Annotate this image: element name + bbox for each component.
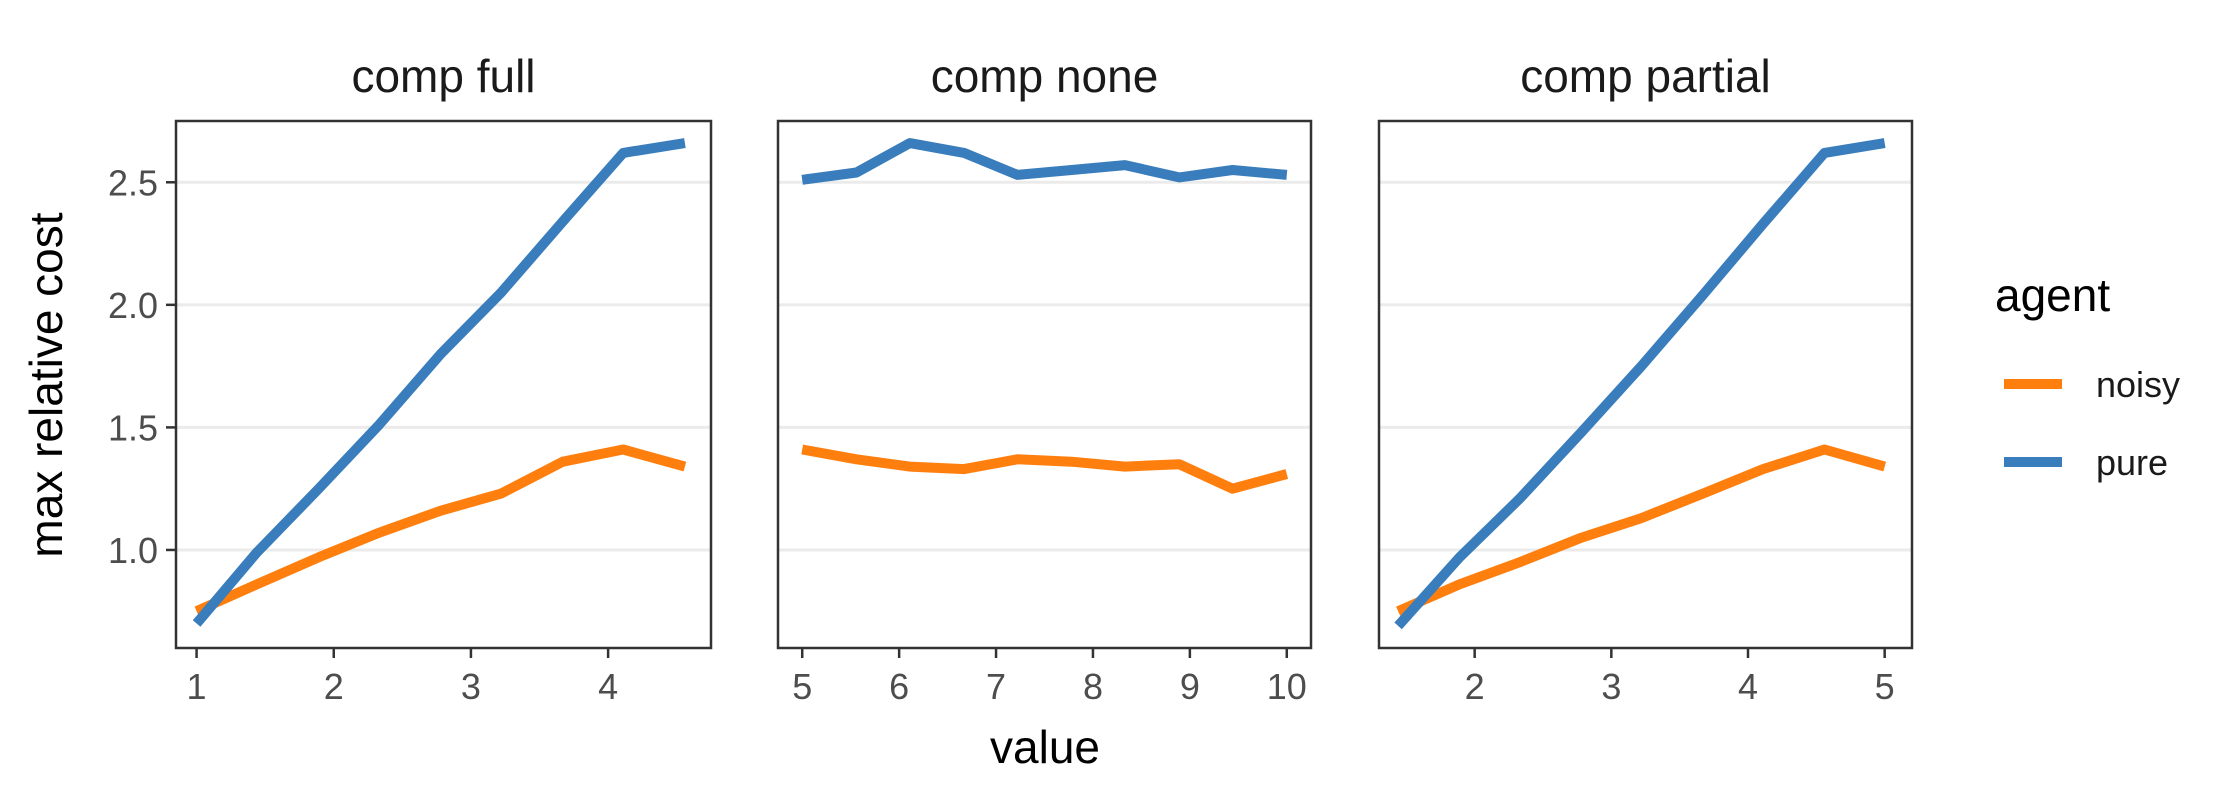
panel-border <box>1377 119 1914 650</box>
series-line-noisy <box>801 444 1289 494</box>
y-axis: 1.0 1.5 2.0 2.5 <box>108 162 176 571</box>
x-tick-label: 5 <box>792 666 812 707</box>
panel-border <box>174 119 713 650</box>
x-tick-label: 2 <box>1465 666 1485 707</box>
x-axis-title: value <box>990 721 1100 773</box>
y-tick-label: 2.5 <box>108 162 158 203</box>
x-tick-label: 7 <box>986 666 1006 707</box>
x-tick-label: 9 <box>1180 666 1200 707</box>
y-axis-title: max relative cost <box>20 212 72 557</box>
y-tick-label: 1.5 <box>108 407 158 448</box>
panel-title: comp partial <box>1520 50 1771 102</box>
legend-title: agent <box>1995 269 2110 321</box>
panel-title: comp full <box>351 50 535 102</box>
chart-panels: comp full 1 2 3 4 comp none 5 6 7 8 9 10 comp partia… <box>174 50 1914 707</box>
series-line-pure <box>1394 138 1886 630</box>
legend-label-pure: pure <box>2096 442 2168 483</box>
series-line-noisy <box>1396 444 1887 616</box>
panel-comp-partial: comp partial 2 3 4 5 <box>1377 50 1914 707</box>
x-tick-label: 10 <box>1267 666 1307 707</box>
series-line-pure <box>801 138 1288 185</box>
x-tick-label: 3 <box>1601 666 1621 707</box>
series-line-noisy <box>194 444 687 616</box>
legend: agent noisy pure <box>1995 269 2180 483</box>
x-tick-label: 8 <box>1083 666 1103 707</box>
x-tick-label: 2 <box>324 666 344 707</box>
panel-comp-full: comp full 1 2 3 4 <box>174 50 713 707</box>
x-tick-label: 4 <box>598 666 618 707</box>
x-tick-label: 3 <box>461 666 481 707</box>
x-tick-label: 6 <box>889 666 909 707</box>
legend-label-noisy: noisy <box>2096 364 2180 405</box>
y-tick-label: 2.0 <box>108 285 158 326</box>
y-tick-label: 1.0 <box>108 530 158 571</box>
x-tick-label: 4 <box>1738 666 1758 707</box>
panel-title: comp none <box>931 50 1159 102</box>
panel-comp-none: comp none 5 6 7 8 9 10 <box>776 50 1313 707</box>
series-line-pure <box>192 138 686 627</box>
panel-border <box>776 119 1313 650</box>
x-tick-label: 5 <box>1875 666 1895 707</box>
x-tick-label: 1 <box>187 666 207 707</box>
